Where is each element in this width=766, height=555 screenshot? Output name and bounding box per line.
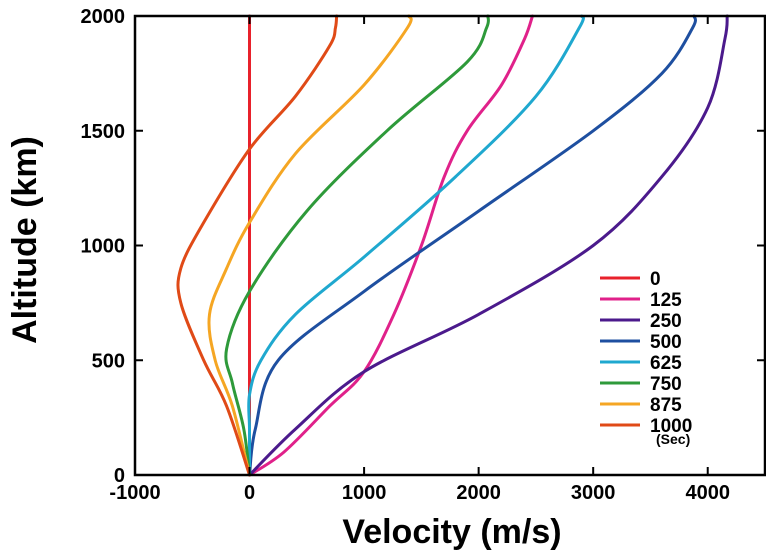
- series-line-625: [247, 14, 585, 477]
- legend-label: 750: [650, 374, 682, 395]
- x-tick-label: 4000: [685, 482, 730, 504]
- legend-label: 125: [650, 290, 682, 311]
- y-axis-title: Altitude (km): [6, 136, 44, 344]
- y-tick-label: 500: [92, 350, 125, 372]
- legend-label: 250: [650, 311, 682, 332]
- y-tick-label: 2000: [81, 6, 126, 28]
- y-tick-label: 1500: [81, 121, 126, 143]
- legend-label: 875: [650, 395, 682, 416]
- series-line-875: [207, 14, 413, 477]
- legend-label: 0: [650, 269, 661, 290]
- series-layer: [176, 14, 729, 477]
- x-tick-label: 0: [244, 482, 255, 504]
- series-line-750: [224, 14, 490, 477]
- x-tick-label: 2000: [456, 482, 501, 504]
- y-tick-label: 1000: [81, 236, 126, 258]
- legend-unit-label: (Sec): [656, 431, 690, 447]
- legend-label: 1000: [650, 416, 692, 437]
- x-tick-label: -1000: [109, 482, 160, 504]
- series-line-1000: [176, 14, 339, 477]
- x-axis-title: Velocity (m/s): [342, 513, 561, 551]
- legend-label: 625: [650, 353, 682, 374]
- legend-label: 500: [650, 332, 682, 353]
- series-line-250: [248, 14, 729, 477]
- series-line-125: [248, 14, 534, 477]
- x-tick-label: 1000: [342, 482, 387, 504]
- y-tick-label: 0: [114, 465, 125, 487]
- series-line-500: [248, 14, 697, 477]
- x-tick-label: 3000: [571, 482, 616, 504]
